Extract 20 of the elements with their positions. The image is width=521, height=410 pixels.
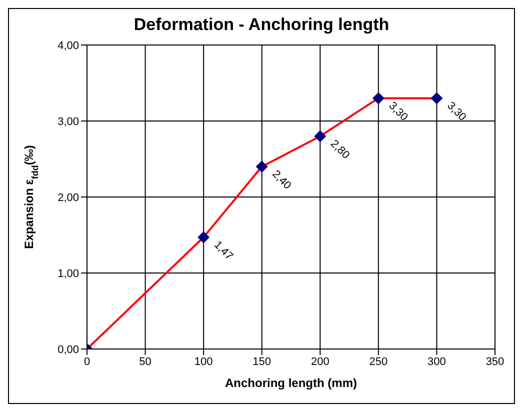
y-tick-label: 3,00: [58, 116, 79, 128]
x-tick-label: 300: [428, 356, 446, 368]
x-axis-title: Anchoring length (mm): [225, 376, 357, 390]
x-tick-label: 200: [310, 356, 330, 368]
text: 1,47: [211, 238, 236, 263]
text: 3,30: [444, 100, 468, 124]
y-tick-label: 2,00: [58, 192, 79, 204]
y-tick-label: 1,00: [58, 268, 79, 280]
y-tick-label: 4,00: [58, 40, 79, 52]
x-tick-label: 250: [369, 356, 388, 368]
x-tick-label: 100: [194, 356, 213, 368]
y-tick-label: 0,00: [58, 344, 79, 356]
x-tick-label: 0: [84, 356, 90, 368]
x-tick-label: 350: [486, 356, 504, 368]
text: 2,80: [328, 138, 352, 162]
text: 3,30: [386, 100, 410, 124]
x-tick-label: 50: [139, 356, 152, 368]
x-tick-label: 150: [252, 356, 272, 368]
text: 2,40: [270, 168, 294, 192]
chart-title: Deformation - Anchoring length: [132, 14, 390, 36]
